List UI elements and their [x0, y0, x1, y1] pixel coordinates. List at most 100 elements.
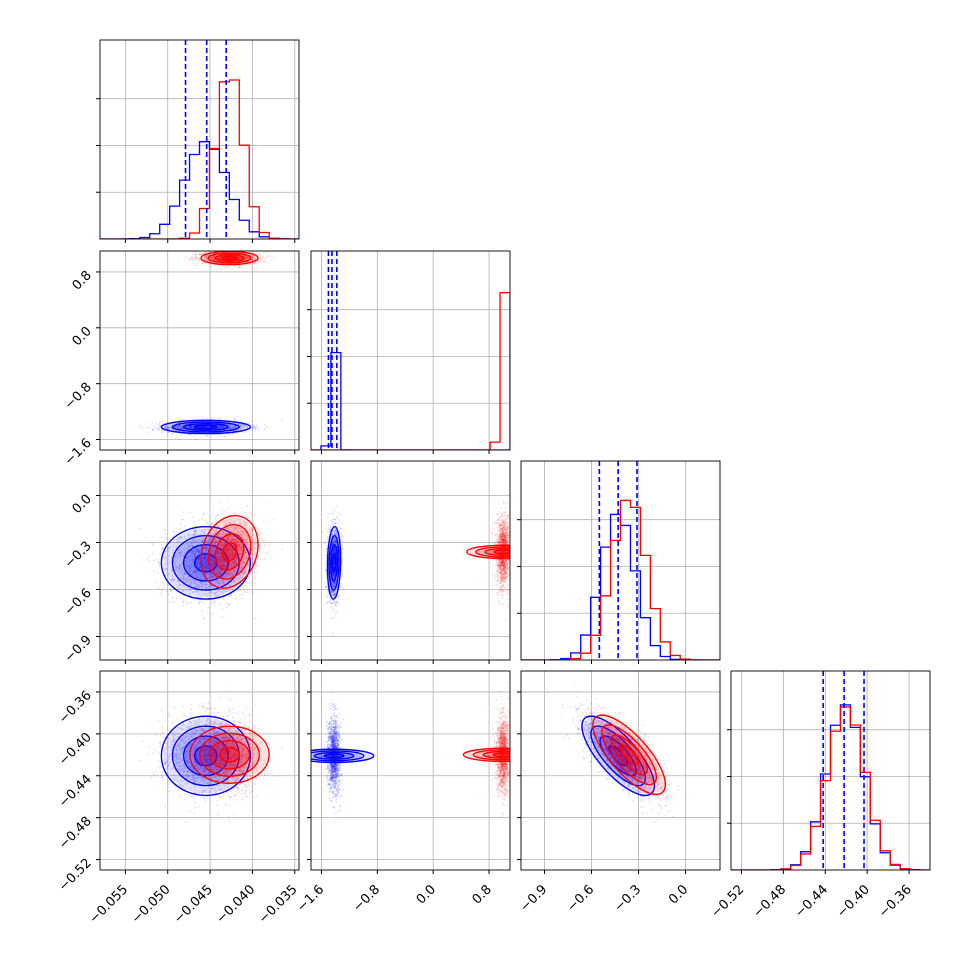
sample-point — [263, 519, 265, 521]
sample-point — [238, 266, 240, 268]
sample-point — [223, 436, 225, 438]
sample-point — [161, 544, 163, 546]
sample-point — [260, 261, 262, 263]
sample-point — [206, 600, 208, 602]
sample-point — [152, 553, 154, 555]
sample-point — [201, 610, 203, 612]
sample-point — [148, 560, 150, 562]
sample-point — [212, 602, 214, 604]
sample-point — [264, 558, 266, 560]
sample-point — [203, 513, 205, 515]
sample-point — [183, 600, 185, 602]
sample-point — [163, 431, 165, 433]
sample-point — [156, 428, 158, 430]
sample-point — [182, 602, 184, 604]
sample-point — [213, 511, 215, 513]
sample-point — [256, 424, 258, 426]
sample-point — [203, 617, 205, 619]
sample-point — [229, 434, 231, 436]
panel-1-0 — [100, 247, 299, 450]
y-tick-label: −0.8 — [62, 380, 95, 413]
sample-point — [211, 264, 213, 266]
sample-point — [166, 431, 168, 433]
sample-point — [148, 555, 150, 557]
sample-point — [227, 247, 229, 249]
sample-point — [192, 259, 194, 261]
sample-point — [207, 417, 209, 419]
sample-point — [252, 424, 254, 426]
sample-point — [213, 604, 215, 606]
y-tick-label: 0.8 — [70, 268, 95, 293]
sample-point — [161, 589, 163, 591]
sample-point — [282, 419, 284, 421]
sample-point — [217, 248, 219, 250]
sample-point — [223, 266, 225, 268]
sample-point — [160, 592, 162, 594]
sample-point — [215, 519, 217, 521]
sample-point — [243, 586, 245, 588]
sample-point — [260, 553, 262, 555]
panel-0-0 — [100, 40, 299, 239]
sample-point — [161, 432, 163, 434]
sample-point — [256, 266, 258, 268]
sample-point — [273, 519, 275, 521]
sample-point — [151, 543, 153, 545]
sample-point — [212, 600, 214, 602]
sample-point — [282, 548, 284, 550]
sample-point — [148, 426, 150, 428]
sample-point — [260, 258, 262, 260]
sample-point — [162, 421, 164, 423]
sample-point — [194, 438, 196, 440]
sample-point — [140, 528, 142, 530]
sample-point — [226, 603, 228, 605]
sample-point — [165, 533, 167, 535]
sample-point — [255, 515, 257, 517]
sample-point — [210, 266, 212, 268]
sample-point — [266, 426, 268, 428]
sample-point — [159, 421, 161, 423]
sample-point — [250, 266, 252, 268]
sample-point — [250, 513, 252, 515]
sample-point — [148, 432, 150, 434]
sample-point — [231, 268, 233, 270]
sample-point — [207, 611, 209, 613]
sample-point — [158, 429, 160, 431]
sample-point — [235, 597, 237, 599]
sample-point — [166, 590, 168, 592]
sample-point — [212, 613, 214, 615]
sample-point — [181, 418, 183, 420]
sample-point — [252, 571, 254, 573]
sample-point — [241, 594, 243, 596]
panel-content — [100, 40, 299, 239]
sample-point — [182, 519, 184, 521]
sample-point — [190, 601, 192, 603]
sample-point — [161, 429, 163, 431]
sample-point — [201, 600, 203, 602]
sample-point — [204, 263, 206, 265]
sample-point — [159, 553, 161, 555]
sample-point — [248, 516, 250, 518]
sample-point — [198, 519, 200, 521]
sample-point — [157, 572, 159, 574]
sample-point — [267, 255, 269, 257]
sample-point — [191, 256, 193, 258]
sample-point — [264, 257, 266, 259]
sample-point — [266, 553, 268, 555]
sample-point — [205, 435, 207, 437]
sample-point — [214, 602, 216, 604]
sample-point — [188, 602, 190, 604]
sample-point — [221, 616, 223, 618]
sample-point — [253, 426, 255, 428]
sample-point — [227, 249, 229, 251]
sample-point — [195, 253, 197, 255]
sample-point — [173, 601, 175, 603]
sample-point — [211, 418, 213, 420]
sample-point — [192, 516, 194, 518]
sample-point — [266, 251, 268, 253]
sample-point — [140, 425, 142, 427]
sample-point — [162, 546, 164, 548]
sample-point — [253, 582, 255, 584]
sample-point — [168, 431, 170, 433]
sample-point — [162, 582, 164, 584]
hist-blue — [311, 353, 510, 450]
